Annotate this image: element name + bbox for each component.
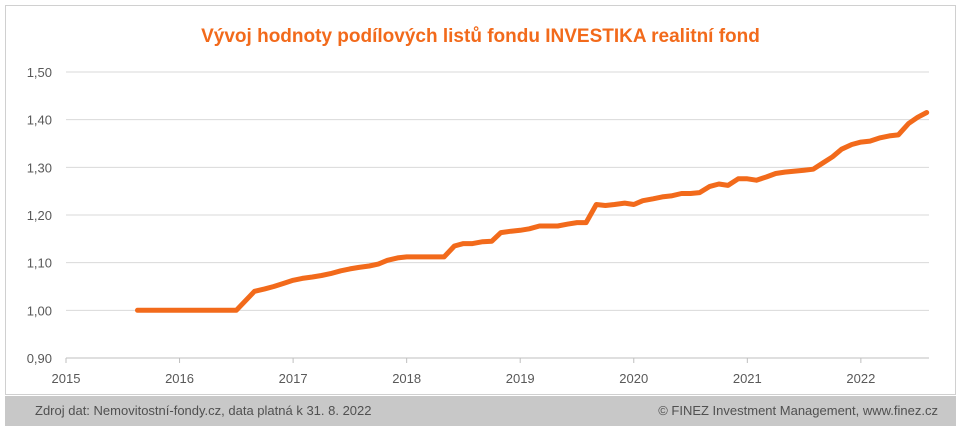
chart-title: Vývoj hodnoty podílových listů fondu INV… [201, 26, 760, 47]
y-tick-label: 1,10 [27, 256, 52, 271]
copyright-note: © FINEZ Investment Management, www.finez… [658, 403, 938, 418]
x-tick-label: 2015 [52, 371, 81, 386]
y-axis: 0,90 1,00 1,10 1,20 1,30 1,40 1,50 [27, 65, 52, 366]
gridlines [66, 71, 929, 359]
x-tick-label: 2016 [165, 371, 194, 386]
y-tick-label: 1,50 [27, 65, 52, 80]
x-tick-label: 2021 [733, 371, 762, 386]
x-tick-label: 2018 [392, 371, 421, 386]
x-tick-label: 2017 [279, 371, 308, 386]
chart-frame [5, 5, 956, 395]
y-tick-label: 1,40 [27, 113, 52, 128]
x-tick-label: 2019 [506, 371, 535, 386]
x-tick-label: 2022 [846, 371, 875, 386]
source-note: Zdroj dat: Nemovitostní-fondy.cz, data p… [35, 403, 372, 418]
plot-series [135, 110, 930, 313]
x-tick-label: 2020 [619, 371, 648, 386]
y-tick-label: 1,30 [27, 160, 52, 175]
y-tick-label: 1,20 [27, 208, 52, 223]
y-tick-label: 0,90 [27, 351, 52, 366]
x-axis: 2015 2016 2017 2018 2019 2020 2021 2022 [52, 357, 929, 386]
footer-bar: Zdroj dat: Nemovitostní-fondy.cz, data p… [5, 396, 956, 426]
series-line [135, 110, 930, 313]
y-tick-label: 1,00 [27, 303, 52, 318]
